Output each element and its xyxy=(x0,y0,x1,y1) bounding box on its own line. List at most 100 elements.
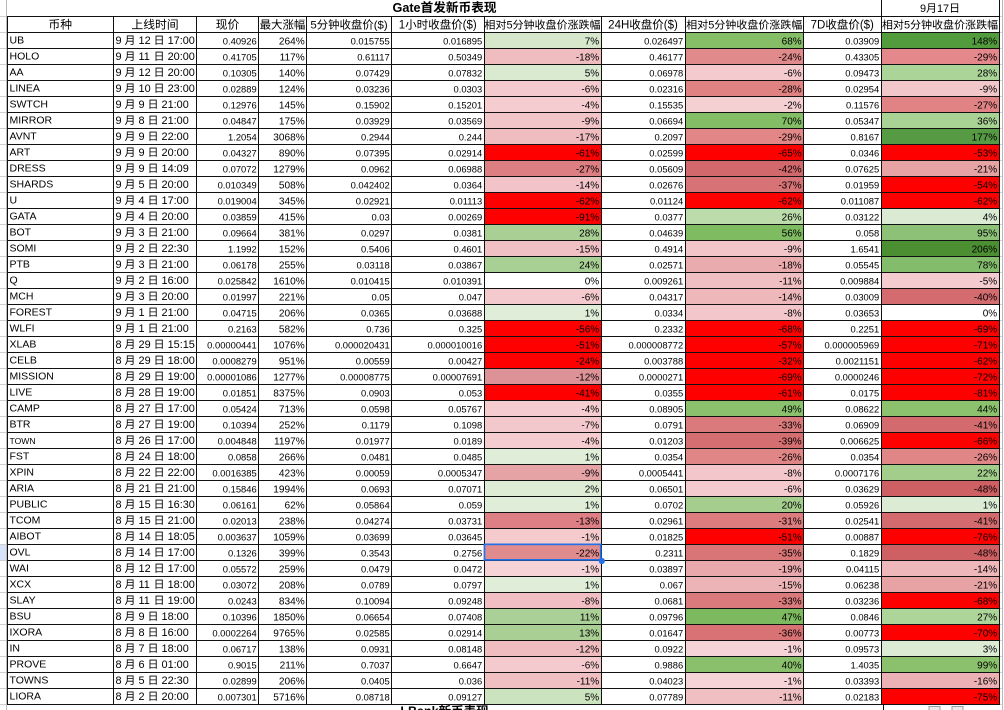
svg-text:8: 8 xyxy=(116,579,122,591)
svg-text:0.01959: 0.01959 xyxy=(845,179,879,190)
svg-text:0.0005441: 0.0005441 xyxy=(639,467,683,478)
svg-text:-8%: -8% xyxy=(784,308,802,319)
svg-text:0.0598: 0.0598 xyxy=(361,403,390,414)
svg-text:-69%: -69% xyxy=(974,324,997,335)
svg-text:SOMI: SOMI xyxy=(10,243,37,255)
svg-text:0.07789: 0.07789 xyxy=(649,691,683,702)
svg-text:8: 8 xyxy=(116,611,122,623)
svg-text:20:00: 20:00 xyxy=(168,67,195,79)
svg-text:2%: 2% xyxy=(585,484,600,495)
svg-text:211%: 211% xyxy=(280,660,305,671)
svg-text:-24%: -24% xyxy=(778,52,801,63)
svg-text:9: 9 xyxy=(116,147,122,159)
svg-text:-6%: -6% xyxy=(581,84,599,95)
svg-text:0.01124: 0.01124 xyxy=(650,195,683,206)
svg-text:0.06178: 0.06178 xyxy=(223,259,257,270)
svg-text:0.09796: 0.09796 xyxy=(649,611,683,622)
svg-text:0.1179: 0.1179 xyxy=(362,419,390,430)
svg-text:0.03897: 0.03897 xyxy=(649,563,683,574)
svg-text:21:00: 21:00 xyxy=(162,259,189,271)
svg-text:0.02899: 0.02899 xyxy=(223,675,257,686)
svg-text:1%: 1% xyxy=(585,308,600,319)
svg-text:0.0962: 0.0962 xyxy=(361,163,390,174)
svg-text:-14%: -14% xyxy=(576,180,599,191)
svg-text:5: 5 xyxy=(708,20,714,32)
svg-text:26%: 26% xyxy=(782,212,802,223)
svg-text:18:05: 18:05 xyxy=(168,531,195,543)
svg-text:0.01203: 0.01203 xyxy=(649,435,683,446)
svg-text:-18%: -18% xyxy=(576,52,599,63)
svg-text:9: 9 xyxy=(116,243,122,255)
svg-text:8: 8 xyxy=(116,691,122,703)
svg-text:0.011087: 0.011087 xyxy=(841,195,879,206)
svg-text:9: 9 xyxy=(116,83,122,95)
svg-text:0.04639: 0.04639 xyxy=(649,227,683,238)
svg-text:1059%: 1059% xyxy=(273,532,304,543)
svg-text:5: 5 xyxy=(139,675,145,687)
svg-text:PUBLIC: PUBLIC xyxy=(10,499,48,511)
svg-text:24: 24 xyxy=(139,451,151,463)
svg-text:0.0789: 0.0789 xyxy=(361,579,390,590)
svg-text:12: 12 xyxy=(139,563,151,575)
svg-text:-6%: -6% xyxy=(581,660,599,671)
svg-text:0.003788: 0.003788 xyxy=(644,355,683,366)
svg-text:17:00: 17:00 xyxy=(162,195,189,207)
svg-text:GATA: GATA xyxy=(10,211,37,223)
svg-text:0.02571: 0.02571 xyxy=(649,259,683,270)
svg-text:0.0479: 0.0479 xyxy=(361,563,390,574)
svg-text:-26%: -26% xyxy=(974,452,997,463)
svg-text:0.03122: 0.03122 xyxy=(845,211,879,222)
svg-text:9: 9 xyxy=(116,179,122,191)
svg-text:-33%: -33% xyxy=(778,596,801,607)
svg-text:11: 11 xyxy=(139,595,150,607)
svg-text:70%: 70% xyxy=(782,116,802,127)
svg-text:0.010415: 0.010415 xyxy=(351,275,390,286)
svg-text:8: 8 xyxy=(116,659,122,671)
svg-text:0.15201: 0.15201 xyxy=(448,99,482,110)
svg-text:0.06909: 0.06909 xyxy=(845,419,879,430)
svg-text:0.04715: 0.04715 xyxy=(223,307,257,318)
svg-text:0.01977: 0.01977 xyxy=(356,435,390,446)
svg-text:4: 4 xyxy=(139,211,145,223)
svg-text:-13%: -13% xyxy=(576,516,599,527)
svg-text:0.00007691: 0.00007691 xyxy=(433,371,483,382)
svg-text:-27%: -27% xyxy=(576,164,599,175)
svg-text:206%: 206% xyxy=(279,676,305,687)
svg-text:-26%: -26% xyxy=(778,452,801,463)
svg-text:44%: 44% xyxy=(977,404,997,415)
svg-text:117%: 117% xyxy=(280,52,305,63)
svg-text:0.05572: 0.05572 xyxy=(223,563,257,574)
svg-text:0.01825: 0.01825 xyxy=(649,531,683,542)
svg-text:1.4035: 1.4035 xyxy=(851,659,880,670)
svg-text:22:30: 22:30 xyxy=(162,675,189,687)
svg-text:0.05926: 0.05926 xyxy=(845,499,879,510)
svg-text:AIBOT: AIBOT xyxy=(10,531,42,543)
svg-text:MIRROR: MIRROR xyxy=(10,115,53,127)
svg-text:17:00: 17:00 xyxy=(168,547,195,559)
svg-text:18:00: 18:00 xyxy=(162,643,189,655)
svg-text:8: 8 xyxy=(116,595,122,607)
svg-text:713%: 713% xyxy=(279,404,305,415)
svg-text:-1%: -1% xyxy=(784,676,802,687)
svg-text:-62%: -62% xyxy=(974,356,997,367)
svg-text:Gate: Gate xyxy=(392,1,420,15)
svg-text:14:09: 14:09 xyxy=(162,163,189,175)
svg-text:0.07832: 0.07832 xyxy=(448,67,482,78)
svg-text:9: 9 xyxy=(116,259,122,271)
svg-text:3: 3 xyxy=(139,259,145,271)
svg-text:TCOM: TCOM xyxy=(10,515,41,527)
svg-text:8375%: 8375% xyxy=(273,388,304,399)
svg-text:28%: 28% xyxy=(977,68,997,79)
svg-text:62%: 62% xyxy=(284,500,304,511)
svg-text:1%: 1% xyxy=(983,500,998,511)
svg-text:-9%: -9% xyxy=(581,116,599,127)
svg-text:-48%: -48% xyxy=(974,548,997,559)
svg-text:8: 8 xyxy=(116,435,122,447)
svg-text:14: 14 xyxy=(139,531,151,543)
svg-text:-11%: -11% xyxy=(779,692,802,703)
svg-text:0.0791: 0.0791 xyxy=(655,419,684,430)
svg-text:14: 14 xyxy=(139,547,151,559)
svg-text:0.007301: 0.007301 xyxy=(218,691,257,702)
svg-text:-51%: -51% xyxy=(576,340,599,351)
svg-text:0.00000441: 0.00000441 xyxy=(207,339,257,350)
